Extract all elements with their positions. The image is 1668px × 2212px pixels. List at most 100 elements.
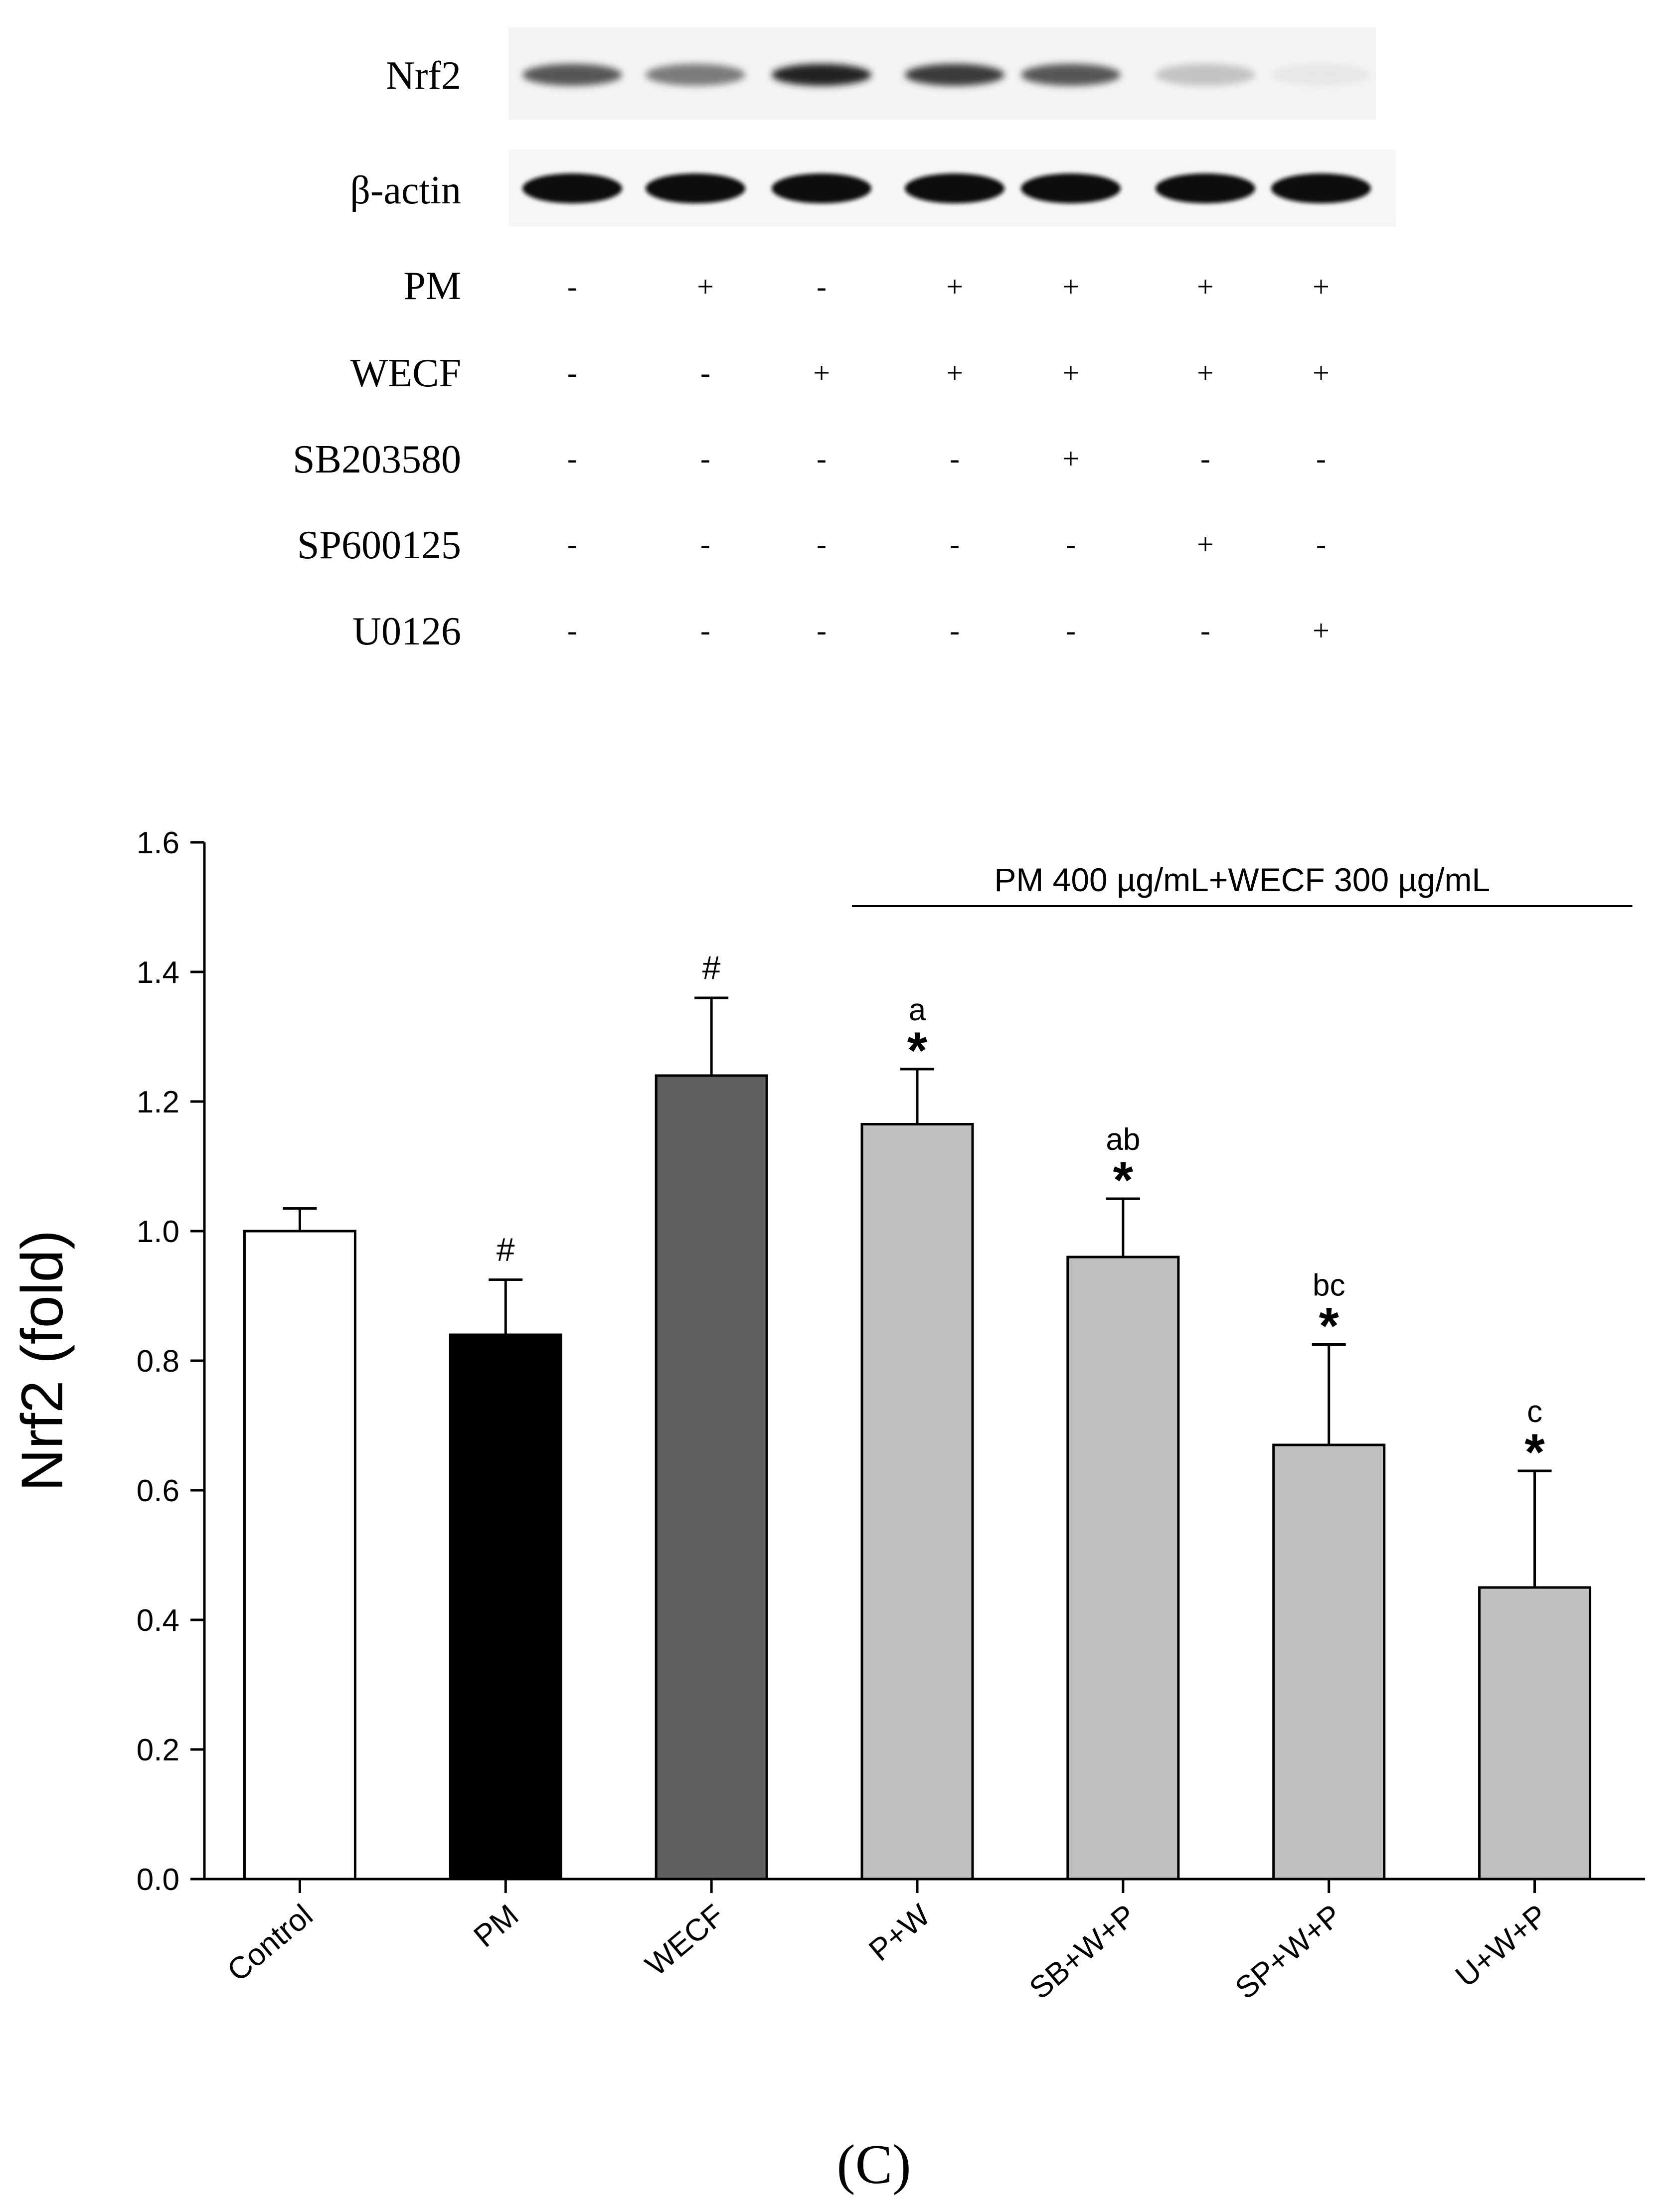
treatment-mark: - bbox=[950, 614, 960, 647]
x-axis-ticks: Control PM WECF P+W SB+W+P SP+W+P U+W+P bbox=[221, 1879, 1554, 2006]
significance-annotations: ##*a*ab*bc*c bbox=[497, 949, 1545, 1481]
blot-band bbox=[1271, 64, 1371, 86]
treatment-label-wecf: WECF bbox=[350, 351, 461, 395]
x-tick-label: U+W+P bbox=[1449, 1898, 1554, 1994]
blot-band bbox=[646, 173, 745, 203]
treatment-mark: - bbox=[817, 614, 827, 647]
bars bbox=[243, 1074, 1592, 1881]
treatment-mark: + bbox=[1197, 270, 1214, 303]
y-tick-label: 0.0 bbox=[137, 1863, 179, 1897]
significance-star: * bbox=[1113, 1151, 1134, 1209]
blot-band bbox=[905, 173, 1004, 203]
significance-hash: # bbox=[497, 1231, 515, 1268]
blot-band bbox=[905, 64, 1004, 86]
western-blot: Nrf2 β-actin bbox=[350, 27, 1396, 227]
treatment-mark: + bbox=[1062, 356, 1079, 389]
treatment-mark: - bbox=[567, 356, 577, 389]
significance-star: * bbox=[1524, 1423, 1545, 1481]
significance-star: * bbox=[907, 1022, 928, 1080]
blot-bands bbox=[522, 64, 1371, 203]
treatment-label-pm: PM bbox=[403, 264, 461, 308]
blot-label-actin: β-actin bbox=[350, 168, 461, 212]
y-axis-label: Nrf2 (fold) bbox=[9, 1230, 75, 1492]
treatment-bracket-label: PM 400 µg/mL+WECF 300 µg/mL bbox=[994, 861, 1490, 898]
treatment-mark: - bbox=[1066, 528, 1076, 561]
treatment-mark: + bbox=[1197, 528, 1214, 561]
y-tick-label: 1.2 bbox=[137, 1085, 179, 1119]
error-bars bbox=[283, 996, 1552, 1587]
blot-band bbox=[522, 64, 622, 86]
treatment-mark: - bbox=[1316, 442, 1326, 475]
blot-band bbox=[1021, 173, 1121, 203]
y-tick-label: 1.6 bbox=[137, 826, 179, 860]
x-tick-label: WECF bbox=[639, 1898, 731, 1983]
blot-band bbox=[1156, 173, 1255, 203]
treatment-mark: - bbox=[700, 442, 710, 475]
treatment-marks: - + - + + + + - - + + + + + - - - - + - - - - - - - + - - - - - - - + bbox=[567, 270, 1330, 647]
bar-chart: 0.00.20.40.60.81.01.21.41.6 ##*a*ab*bc*c… bbox=[9, 826, 1645, 2006]
treatment-table: PM WECF SB203580 SP600125 U0126 - + - + + + +-… bbox=[293, 264, 1330, 653]
treatment-mark: + bbox=[1313, 614, 1330, 647]
significance-letter: c bbox=[1527, 1395, 1542, 1429]
treatment-mark: + bbox=[813, 356, 830, 389]
y-tick-label: 0.2 bbox=[137, 1733, 179, 1767]
y-tick-label: 0.6 bbox=[137, 1474, 179, 1508]
treatment-mark: - bbox=[950, 528, 960, 561]
treatment-mark: - bbox=[567, 614, 577, 647]
blot-band bbox=[1271, 173, 1371, 203]
blot-band bbox=[522, 173, 622, 203]
treatment-mark: + bbox=[1197, 356, 1214, 389]
y-tick-label: 0.4 bbox=[137, 1603, 179, 1638]
treatment-mark: - bbox=[567, 442, 577, 475]
treatment-mark: - bbox=[567, 528, 577, 561]
x-tick-label: SB+W+P bbox=[1023, 1898, 1143, 2006]
blot-band bbox=[646, 64, 745, 86]
treatment-mark: + bbox=[946, 270, 963, 303]
bar bbox=[243, 1230, 356, 1881]
x-tick-label: Control bbox=[221, 1898, 319, 1988]
y-tick-label: 1.0 bbox=[137, 1215, 179, 1249]
x-tick-label: PM bbox=[468, 1898, 525, 1954]
blot-band bbox=[772, 173, 871, 203]
bar bbox=[1272, 1443, 1386, 1881]
significance-hash: # bbox=[702, 949, 721, 986]
y-tick-label: 0.8 bbox=[137, 1344, 179, 1379]
blot-band bbox=[1021, 64, 1121, 86]
treatment-mark: + bbox=[1313, 356, 1330, 389]
treatment-mark: + bbox=[1062, 442, 1079, 475]
x-tick-label: SP+W+P bbox=[1229, 1898, 1348, 2006]
treatment-mark: - bbox=[1200, 614, 1210, 647]
significance-letter: bc bbox=[1313, 1268, 1345, 1303]
treatment-label-sb203580: SB203580 bbox=[293, 438, 461, 481]
treatment-label-sp600125: SP600125 bbox=[297, 523, 461, 567]
significance-letter: ab bbox=[1106, 1122, 1140, 1157]
x-tick-label: P+W bbox=[862, 1898, 937, 1968]
treatment-mark: + bbox=[946, 356, 963, 389]
treatment-mark: - bbox=[1200, 442, 1210, 475]
blot-band bbox=[1156, 64, 1255, 86]
treatment-mark: - bbox=[1316, 528, 1326, 561]
treatment-mark: + bbox=[697, 270, 714, 303]
treatment-mark: - bbox=[817, 270, 827, 303]
panel-label: (C) bbox=[836, 2134, 911, 2196]
treatment-mark: - bbox=[817, 528, 827, 561]
treatment-mark: - bbox=[950, 442, 960, 475]
treatment-mark: - bbox=[700, 614, 710, 647]
treatment-mark: + bbox=[1062, 270, 1079, 303]
y-axis-ticks: 0.0 0.2 0.4 0.6 0.8 1.0 1.2 1.4 1.6 bbox=[137, 826, 204, 1897]
blot-band bbox=[772, 64, 871, 86]
significance-letter: a bbox=[909, 993, 926, 1027]
treatment-mark: - bbox=[567, 270, 577, 303]
blot-label-nrf2: Nrf2 bbox=[386, 54, 461, 98]
bar bbox=[655, 1074, 768, 1881]
bar bbox=[1066, 1256, 1180, 1881]
bar bbox=[1478, 1586, 1592, 1881]
significance-star: * bbox=[1319, 1297, 1339, 1355]
treatment-mark: + bbox=[1313, 270, 1330, 303]
bar bbox=[860, 1123, 974, 1881]
treatment-mark: - bbox=[700, 528, 710, 561]
y-tick-label: 1.4 bbox=[137, 955, 179, 990]
bar bbox=[449, 1333, 562, 1881]
treatment-mark: - bbox=[817, 442, 827, 475]
